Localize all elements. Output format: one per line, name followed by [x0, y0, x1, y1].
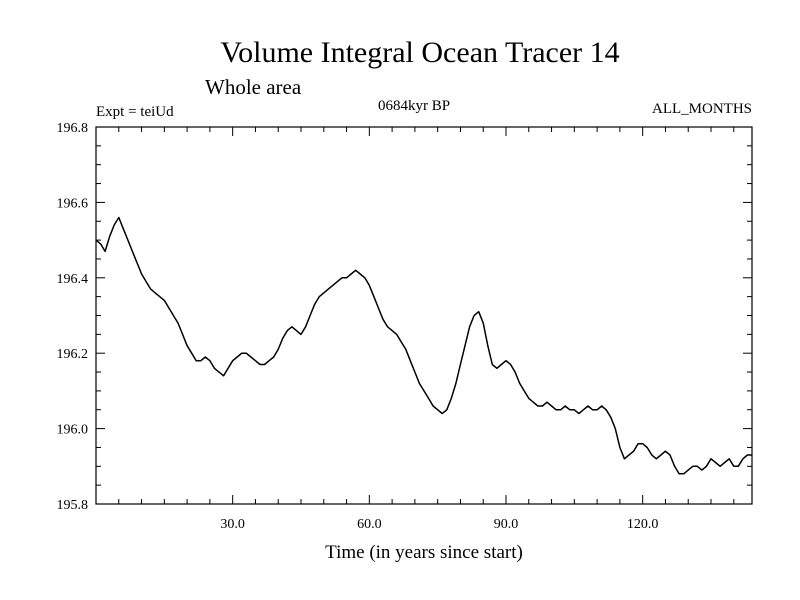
axis-ticks: [96, 126, 752, 505]
y-tick-label: 196.2: [57, 347, 89, 362]
x-tick-label: 60.0: [357, 517, 382, 532]
expt-label: Expt = teiUd: [96, 104, 174, 120]
months-label: ALL_MONTHS: [652, 101, 752, 117]
x-axis-label: Time (in years since start): [325, 542, 523, 563]
plot-frame: [95, 126, 753, 505]
y-tick-label: 196.0: [57, 423, 89, 438]
x-tick-label: 30.0: [220, 517, 245, 532]
y-tick-label: 196.6: [57, 196, 89, 211]
period-label: 0684kyr BP: [378, 98, 450, 114]
axis-tick-labels: 30.0 60.0 90.0 120.0 195.8 196.0 196.2 196.4 196…: [57, 121, 659, 532]
x-tick-label: 90.0: [494, 517, 519, 532]
series-line: [95, 216, 752, 475]
y-tick-label: 195.8: [57, 498, 89, 513]
chart-subtitle: Whole area: [205, 75, 302, 99]
x-tick-label: 120.0: [627, 517, 659, 532]
chart-title: Volume Integral Ocean Tracer 14: [220, 36, 619, 69]
y-tick-label: 196.4: [57, 272, 89, 287]
y-tick-label: 196.8: [57, 121, 89, 136]
